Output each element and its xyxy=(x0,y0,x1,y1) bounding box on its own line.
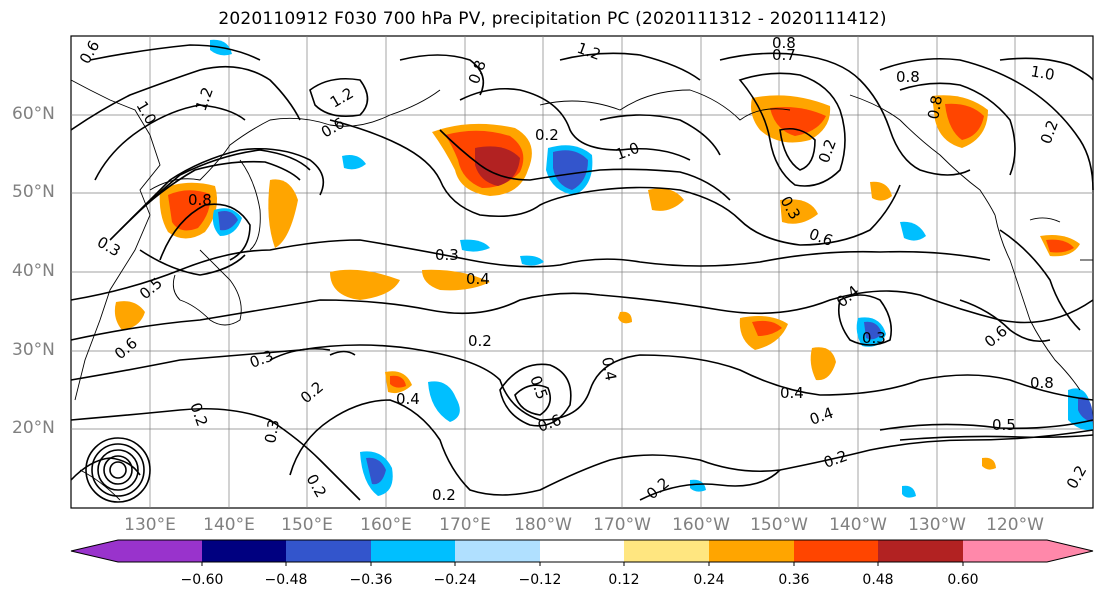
lon-label: 150°W xyxy=(750,515,808,535)
colorbar-segment xyxy=(371,540,455,562)
lon-label: 180°W xyxy=(514,515,572,535)
precip-positive-patch xyxy=(752,320,782,336)
lat-label-50n: 50°N xyxy=(12,182,55,202)
precip-shading xyxy=(114,39,1093,498)
precip-positive-patch xyxy=(168,190,211,231)
contour-label: 0.3 xyxy=(435,246,459,264)
precip-positive-patch xyxy=(618,311,632,324)
colorbar-segment xyxy=(794,540,878,562)
lon-label: 140°W xyxy=(829,515,887,535)
colorbar-extend-max xyxy=(1047,540,1093,562)
contour-label: 0.8 xyxy=(1030,374,1054,392)
precip-positive-patch xyxy=(945,103,984,140)
lon-label: 150°E xyxy=(281,515,333,535)
contour-label: 0.2 xyxy=(535,126,559,144)
colorbar-tick-label: −0.36 xyxy=(349,572,393,588)
lon-label: 160°E xyxy=(360,515,412,535)
lat-label-30n: 30°N xyxy=(12,340,55,360)
colorbar-extend-min xyxy=(71,540,118,562)
colorbar-segment xyxy=(286,540,371,562)
precip-positive-patch xyxy=(422,269,490,291)
contour-label: 0.8 xyxy=(924,94,946,121)
contour-label: 1.0 xyxy=(1029,62,1056,84)
colorbar-outline xyxy=(70,539,1094,563)
colorbar-tick-label: 0.12 xyxy=(608,572,640,588)
contour-label: 0.7 xyxy=(772,46,796,64)
precip-negative-patch xyxy=(520,255,544,266)
precip-positive-patch xyxy=(1046,239,1074,253)
colorbar-tick-label: −0.48 xyxy=(264,572,308,588)
colorbar-tick-label: 0.24 xyxy=(693,572,725,588)
colorbar-tick-label: −0.24 xyxy=(433,572,477,588)
precip-negative-patch xyxy=(460,239,490,252)
precip-negative-patch xyxy=(690,479,706,492)
contour-label: 0.3 xyxy=(862,329,886,347)
lon-label: 140°E xyxy=(203,515,255,535)
lon-label: 120°W xyxy=(986,515,1044,535)
precip-positive-patch xyxy=(982,457,996,470)
colorbar-segment xyxy=(540,540,624,562)
contour-label: 0.5 xyxy=(992,416,1016,434)
precip-positive-patch xyxy=(114,301,145,330)
colorbar-tick-label: −0.60 xyxy=(180,572,224,588)
precip-negative-patch xyxy=(366,457,386,485)
contour-label: 0.2 xyxy=(432,486,456,504)
map-title: 2020110912 F030 700 hPa PV, precipitatio… xyxy=(218,9,887,29)
precip-positive-patch xyxy=(390,375,406,388)
colorbar-segment xyxy=(624,540,709,562)
precip-positive-patch xyxy=(475,146,520,186)
coastlines xyxy=(70,79,1093,501)
lon-label: 130°W xyxy=(908,515,966,535)
lon-label: 130°E xyxy=(124,515,176,535)
pv-contours xyxy=(70,44,1094,503)
contour-label: 0.4 xyxy=(466,270,490,288)
contour-label: 0.8 xyxy=(896,68,920,86)
colorbar-tick-label: 0.60 xyxy=(947,572,979,588)
precip-negative-patch xyxy=(902,485,916,498)
colorbar-segment xyxy=(118,540,202,562)
contour-label: 0.4 xyxy=(396,390,420,408)
contour-label: 0.8 xyxy=(188,191,212,209)
contour-label: 0.4 xyxy=(598,356,620,383)
precip-positive-patch xyxy=(648,188,684,211)
precip-negative-patch xyxy=(864,321,882,340)
lon-label: 160°W xyxy=(672,515,730,535)
colorbar-segment xyxy=(455,540,540,562)
precip-negative-patch xyxy=(218,211,238,231)
precip-negative-patch xyxy=(342,155,366,170)
precip-negative-patch xyxy=(900,221,926,241)
precip-negative-patch xyxy=(428,381,460,422)
precip-negative-patch xyxy=(1078,397,1093,422)
precip-positive-patch xyxy=(330,269,400,300)
lat-label-40n: 40°N xyxy=(12,261,55,281)
colorbar-tick-label: 0.48 xyxy=(862,572,894,588)
colorbar-segment xyxy=(202,540,286,562)
colorbar-tick-label: −0.12 xyxy=(518,572,562,588)
colorbar-tick-label: 0.36 xyxy=(778,572,810,588)
precip-negative-patch xyxy=(553,150,588,190)
contour-label: 0.2 xyxy=(468,332,492,350)
precip-positive-patch xyxy=(268,179,298,248)
contour-label: 0.8 xyxy=(772,34,796,52)
precip-positive-patch xyxy=(780,199,818,224)
graticule xyxy=(71,36,1093,508)
lat-label-60n: 60°N xyxy=(12,104,55,124)
colorbar-segment xyxy=(963,540,1047,562)
lon-label: 170°E xyxy=(439,515,491,535)
contour-label: 0.4 xyxy=(780,384,804,402)
precip-positive-patch xyxy=(810,347,836,381)
colorbar-segment xyxy=(878,540,963,562)
lat-label-20n: 20°N xyxy=(12,418,55,438)
lon-label: 170°W xyxy=(593,515,651,535)
colorbar-segment xyxy=(709,540,794,562)
contour-label: 0.3 xyxy=(261,418,283,445)
precip-positive-patch xyxy=(870,181,892,201)
